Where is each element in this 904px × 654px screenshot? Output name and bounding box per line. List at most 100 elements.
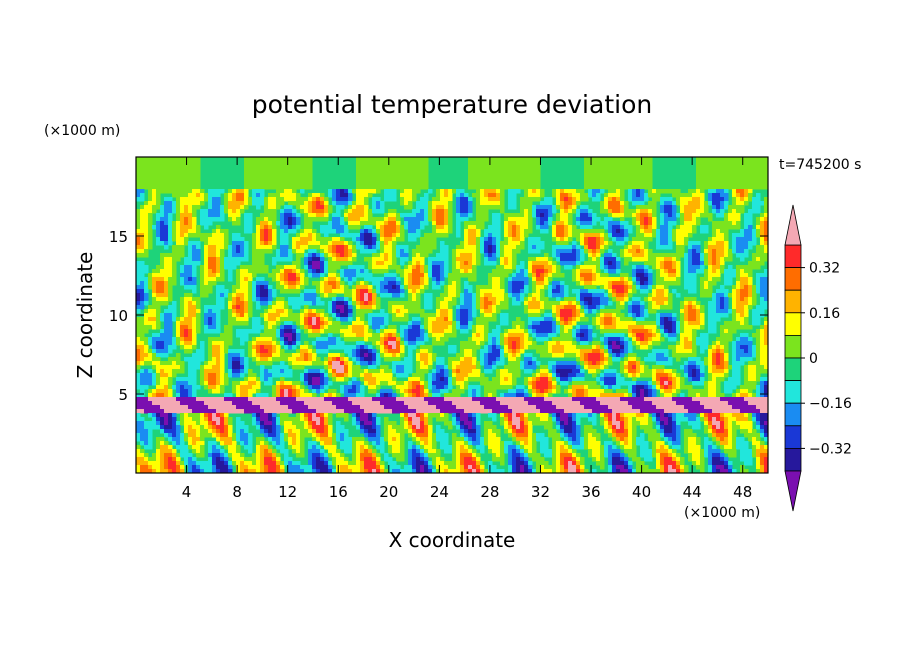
field-cell (332, 301, 337, 306)
field-cell (260, 293, 265, 298)
field-cell (716, 257, 721, 262)
field-cell (508, 277, 513, 282)
field-cell (580, 253, 585, 258)
field-cell (224, 293, 229, 298)
field-cell (736, 193, 741, 198)
field-cell (412, 217, 417, 222)
field-cell (260, 265, 265, 270)
field-cell (672, 229, 677, 234)
field-cell (660, 277, 665, 282)
field-cell (620, 297, 625, 302)
field-cell (308, 301, 313, 306)
field-cell (488, 297, 493, 302)
field-cell (420, 217, 425, 222)
field-cell (336, 277, 341, 282)
field-cell (352, 289, 357, 294)
field-cell (456, 221, 461, 226)
field-cell (592, 185, 597, 190)
field-cell (488, 237, 493, 242)
field-cell (540, 285, 545, 290)
field-cell (716, 241, 721, 246)
field-cell (288, 269, 293, 274)
field-cell (516, 281, 521, 286)
field-cell (232, 205, 237, 210)
field-cell (380, 253, 385, 258)
field-cell (444, 297, 449, 302)
field-cell (604, 313, 609, 318)
field-cell (316, 265, 321, 270)
field-cell (312, 241, 317, 246)
field-cell (296, 241, 301, 246)
field-cell (656, 289, 661, 294)
field-cell (684, 225, 689, 230)
field-cell (692, 285, 697, 290)
field-cell (312, 193, 317, 198)
field-cell (228, 277, 233, 282)
field-cell (500, 169, 505, 174)
field-cell (728, 281, 733, 286)
field-cell (692, 265, 697, 270)
field-cell (396, 173, 401, 178)
field-cell (636, 181, 641, 186)
field-cell (736, 301, 741, 306)
field-cell (288, 217, 293, 222)
field-cell (708, 213, 713, 218)
field-cell (764, 201, 768, 206)
field-cell (360, 285, 365, 290)
field-cell (424, 237, 429, 242)
field-cell (600, 157, 605, 162)
field-cell (220, 189, 225, 194)
field-cell (764, 177, 768, 182)
field-cell (676, 273, 681, 278)
field-cell (268, 169, 273, 174)
field-cell (524, 229, 529, 234)
field-cell (692, 205, 697, 210)
field-cell (588, 229, 593, 234)
field-cell (596, 173, 601, 178)
field-cell (244, 249, 249, 254)
field-cell (224, 245, 229, 250)
field-cell (288, 265, 293, 270)
field-cell (216, 189, 221, 194)
field-cell (436, 269, 441, 274)
field-cell (556, 205, 561, 210)
field-cell (708, 165, 713, 170)
field-cell (380, 257, 385, 262)
field-cell (544, 297, 549, 302)
field-cell (752, 173, 757, 178)
field-cell (736, 293, 741, 298)
field-cell (532, 261, 537, 266)
field-cell (648, 285, 653, 290)
field-cell (592, 161, 597, 166)
field-cell (392, 177, 397, 182)
field-cell (204, 269, 209, 274)
field-cell (368, 233, 373, 238)
field-cell (584, 185, 589, 190)
field-cell (364, 157, 369, 162)
field-cell (260, 313, 265, 318)
field-cell (720, 229, 725, 234)
field-cell (192, 273, 197, 278)
field-cell (688, 313, 693, 318)
field-cell (644, 285, 649, 290)
field-cell (472, 185, 477, 190)
field-cell (284, 213, 289, 218)
field-cell (588, 173, 593, 178)
field-cell (168, 261, 173, 266)
field-cell (660, 269, 665, 274)
field-cell (300, 205, 305, 210)
field-cell (284, 289, 289, 294)
field-cell (384, 185, 389, 190)
field-cell (760, 253, 765, 258)
field-cell (372, 161, 377, 166)
field-cell (616, 181, 621, 186)
field-cell (536, 281, 541, 286)
field-cell (204, 193, 209, 198)
field-cell (436, 273, 441, 278)
field-cell (388, 217, 393, 222)
field-cell (560, 201, 565, 206)
field-cell (500, 241, 505, 246)
field-cell (396, 221, 401, 226)
field-cell (296, 213, 301, 218)
field-cell (256, 185, 261, 190)
